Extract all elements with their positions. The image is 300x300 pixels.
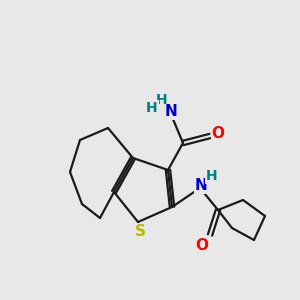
Text: H: H bbox=[206, 169, 218, 183]
Text: N: N bbox=[165, 104, 177, 119]
Text: H: H bbox=[146, 101, 158, 115]
Text: N: N bbox=[195, 178, 207, 194]
Text: H: H bbox=[156, 93, 168, 107]
Text: O: O bbox=[212, 127, 224, 142]
Text: O: O bbox=[196, 238, 208, 253]
Text: S: S bbox=[134, 224, 146, 239]
